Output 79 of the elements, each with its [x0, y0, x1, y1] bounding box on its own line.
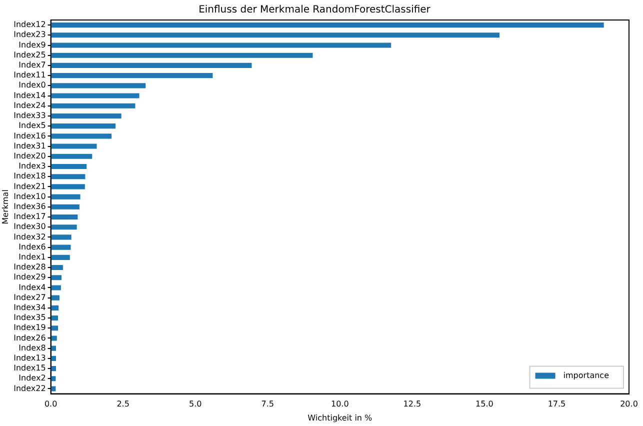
y-tick-label: Index12	[14, 20, 46, 30]
y-tick-label: Index1	[18, 252, 46, 262]
bar	[50, 93, 140, 98]
bar	[50, 144, 97, 149]
y-tick-label: Index36	[14, 202, 46, 211]
y-tick-label: Index5	[18, 121, 46, 130]
y-tick-label: Index11	[14, 70, 46, 80]
y-tick-label: Index20	[14, 151, 46, 160]
y-tick-label: Index17	[14, 212, 46, 222]
y-tick-label: Index2	[18, 374, 46, 383]
bar	[50, 42, 392, 48]
y-tick-label: Index29	[14, 272, 46, 282]
bar	[50, 184, 85, 190]
bar	[50, 22, 604, 28]
bar	[50, 234, 72, 240]
y-tick-label: Index35	[14, 313, 46, 322]
y-tick-label: Index28	[14, 262, 46, 272]
bar	[50, 244, 71, 250]
bar	[50, 103, 136, 108]
x-tick-label: 7.5	[261, 400, 274, 409]
bar	[50, 204, 80, 210]
bar	[50, 73, 213, 78]
x-tick-label: 5.0	[188, 400, 202, 409]
y-tick-label: Index3	[18, 162, 46, 171]
y-tick-label: Index13	[14, 354, 46, 363]
y-tick-label: Index32	[14, 232, 46, 242]
y-tick-label: Index27	[14, 292, 46, 302]
y-tick-label: Index10	[14, 192, 46, 201]
bar	[50, 62, 252, 68]
y-tick-label: Index14	[14, 90, 46, 100]
bar	[50, 174, 86, 180]
bar	[50, 194, 80, 200]
y-tick-label: Index7	[18, 60, 46, 70]
y-axis-title: Merkmal	[0, 190, 10, 224]
bar	[50, 52, 313, 58]
legend-label: importance	[563, 370, 610, 380]
bar	[50, 164, 87, 170]
y-tick-label: Index23	[14, 30, 46, 40]
bar	[50, 32, 500, 38]
x-tick-label: 17.5	[548, 400, 566, 409]
x-tick-label: 20.0	[620, 400, 638, 409]
y-tick-label: Index25	[14, 50, 46, 60]
bar	[50, 285, 61, 290]
bar	[50, 224, 77, 230]
y-tick-label: Index6	[18, 242, 46, 252]
y-tick-label: Index18	[14, 172, 46, 181]
y-tick-label: Index9	[18, 40, 46, 50]
bar	[50, 254, 70, 260]
bar	[50, 336, 57, 341]
y-tick-label: Index4	[18, 282, 46, 292]
bar	[50, 275, 62, 280]
y-tick-label: Index33	[14, 111, 46, 120]
bar	[50, 264, 63, 270]
bar	[50, 83, 146, 88]
y-tick-label: Index21	[14, 182, 46, 191]
y-tick-label: Index8	[18, 343, 46, 352]
y-tick-label: Index26	[14, 333, 46, 342]
y-tick-label: Index19	[14, 323, 46, 332]
bar	[50, 124, 116, 129]
y-tick-label: Index30	[14, 222, 46, 232]
x-tick-label: 12.5	[403, 400, 422, 409]
bar	[50, 154, 92, 159]
x-axis-title: Wichtigkeit in %	[308, 413, 373, 422]
y-tick-label: Index22	[14, 384, 46, 393]
x-tick-label: 2.5	[116, 400, 130, 409]
bar	[50, 214, 78, 220]
y-tick-label: Index34	[14, 303, 46, 312]
y-tick-label: Index31	[14, 141, 46, 150]
y-tick-label: Index24	[14, 100, 46, 110]
y-tick-label: Index16	[14, 131, 46, 140]
bar	[50, 113, 122, 118]
x-tick-label: 10.0	[330, 400, 349, 409]
bar	[50, 134, 112, 139]
y-tick-label: Index0	[18, 80, 46, 90]
x-tick-label: 15.0	[476, 400, 494, 409]
chart-title: Einfluss der Merkmale RandomForestClassifier	[198, 4, 432, 16]
y-tick-label: Index15	[14, 364, 46, 373]
bar	[50, 295, 60, 300]
x-tick-label: 0.0	[44, 400, 58, 409]
